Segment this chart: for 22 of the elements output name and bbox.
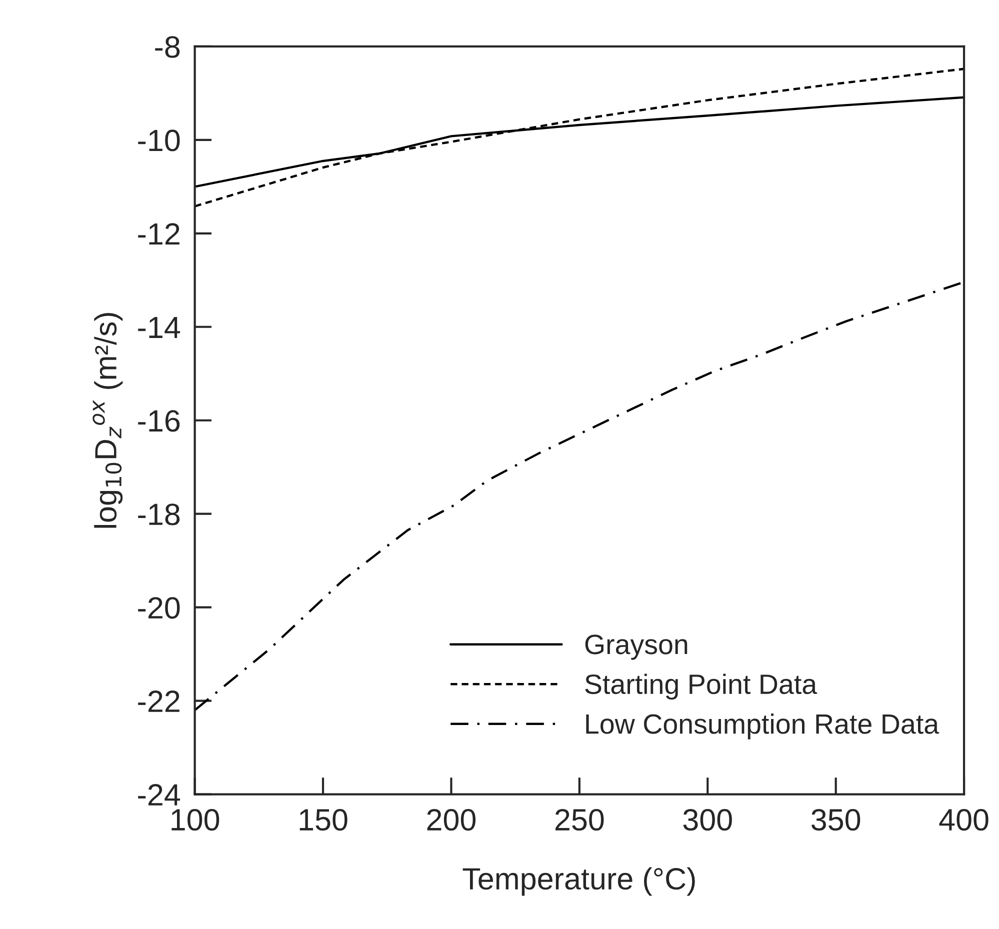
y-tick-label: -10 xyxy=(138,130,180,152)
x-tick-label: 350 xyxy=(812,808,860,831)
y-tick-label: -16 xyxy=(138,410,180,432)
x-tick-label: 400 xyxy=(939,808,988,831)
x-axis-title: Temperature (°C) xyxy=(462,867,695,896)
y-tick-label: -18 xyxy=(138,504,180,526)
y-tick-label: -12 xyxy=(138,223,180,244)
line-series xyxy=(194,68,964,208)
legend-label: Low Consumption Rate Data xyxy=(586,713,940,740)
x-tick-label: 250 xyxy=(555,808,604,831)
y-tick-label: -14 xyxy=(138,316,180,338)
x-tick-label: 200 xyxy=(427,808,476,831)
legend-label: Starting Point Data xyxy=(585,674,818,700)
legend-label: Grayson xyxy=(585,634,688,660)
y-tick-label: -22 xyxy=(138,690,180,712)
x-tick-label: 300 xyxy=(683,808,732,831)
y-tick-label: -8 xyxy=(155,36,180,58)
y-axis-title: log$_{10}$D$_{z}$$^{ox}$ (m²/s) xyxy=(92,313,123,528)
x-tick-label: 100 xyxy=(172,808,220,831)
y-tick-label: -24 xyxy=(138,784,180,806)
y-tick-label: -20 xyxy=(138,597,180,619)
x-tick-label: 150 xyxy=(300,808,348,831)
